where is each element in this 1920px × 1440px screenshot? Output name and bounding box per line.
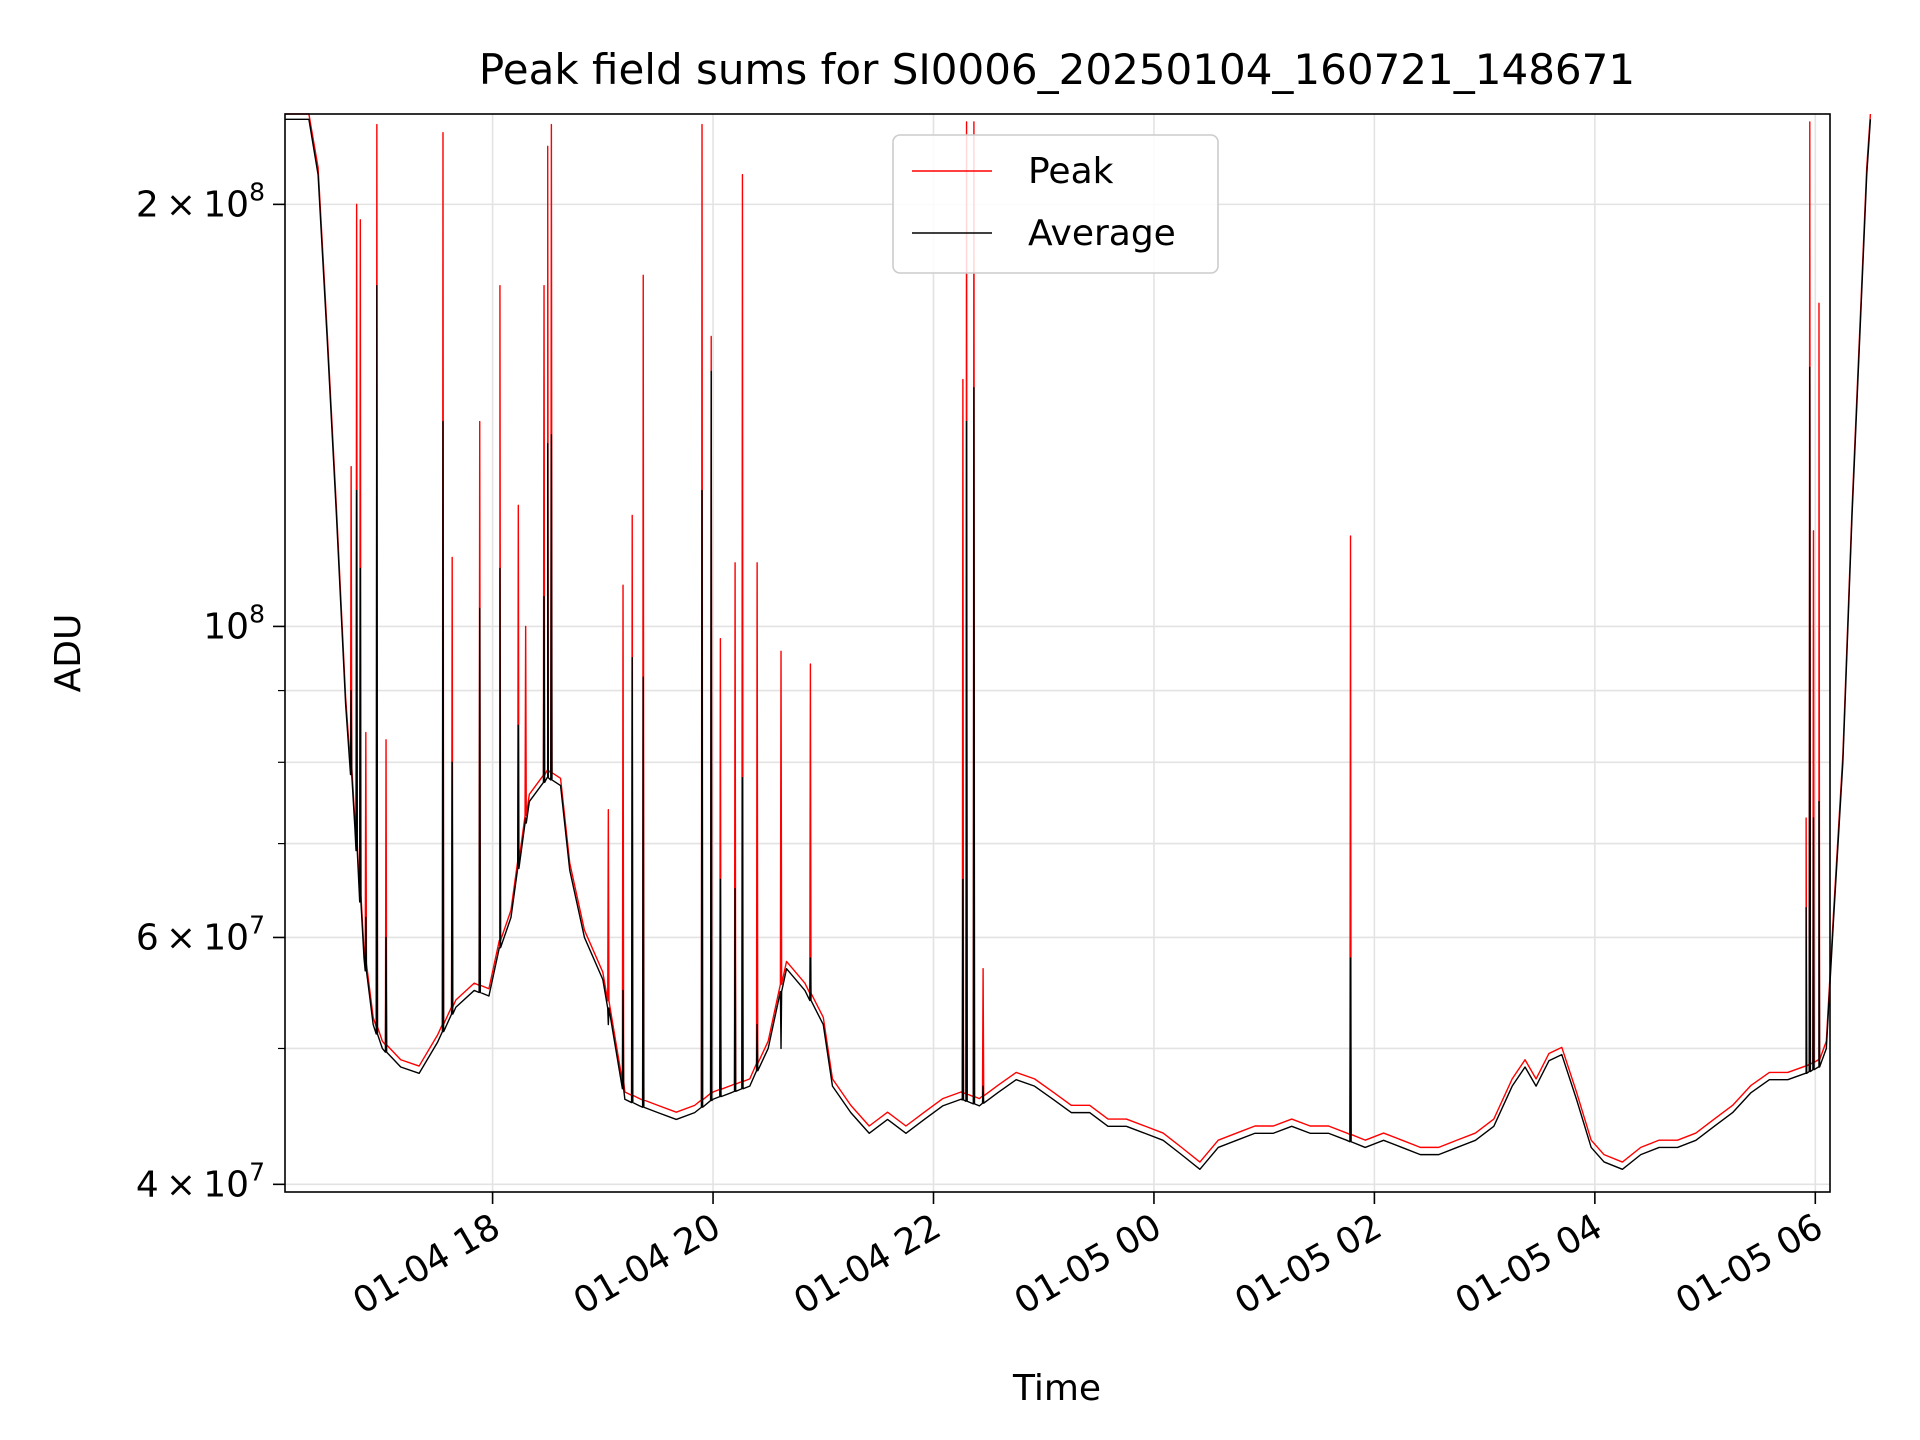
y-tick-label: 4 × 107 bbox=[136, 1157, 265, 1205]
y-tick-label: 2 × 108 bbox=[136, 177, 265, 225]
axes-frame bbox=[284, 113, 1831, 1193]
y-tick-label: 6 × 107 bbox=[136, 910, 265, 958]
plot-area bbox=[285, 113, 1872, 1171]
legend-label-peak: Peak bbox=[1028, 151, 1114, 192]
x-axis-label: Time bbox=[1012, 1368, 1101, 1409]
legend-box bbox=[892, 134, 1219, 274]
series-line-average bbox=[285, 118, 1872, 1171]
series-line-peak bbox=[285, 113, 1872, 1163]
legend: Peak Average bbox=[892, 134, 1219, 274]
chart-title: Peak field sums for SI0006_20250104_1607… bbox=[479, 45, 1635, 94]
y-axis-label: ADU bbox=[48, 614, 89, 693]
legend-label-average: Average bbox=[1028, 213, 1176, 254]
